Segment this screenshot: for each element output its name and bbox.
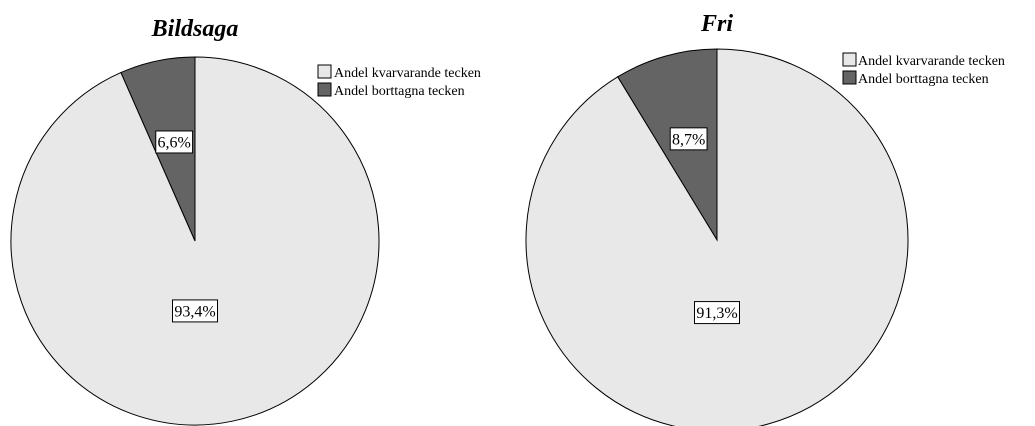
legend-swatch-borttagna — [317, 82, 332, 97]
pie-slice-borttagna — [617, 48, 718, 242]
pie-slices-fri — [525, 48, 909, 426]
data-label-box — [155, 130, 194, 154]
chart-bildsaga: Bildsaga 6,6% 93,4% Andel kvarvarande tec… — [10, 16, 481, 426]
legend-swatch-kvarvarande — [317, 64, 332, 79]
legend-fri: Andel kvarvarande tecken Andel borttagna… — [842, 52, 1005, 87]
legend-swatch-kvarvarande — [842, 52, 857, 67]
pie-slice-kvarvarande — [10, 56, 380, 426]
data-label-box — [669, 127, 708, 151]
pie-slice-kvarvarande — [525, 48, 909, 426]
legend-label-borttagna: Andel borttagna tecken — [858, 72, 989, 87]
legend-label-kvarvarande: Andel kvarvarande tecken — [858, 54, 1005, 69]
data-label-box — [694, 301, 740, 325]
legend-label-kvarvarande: Andel kvarvarande tecken — [334, 66, 481, 81]
legend-bildsaga: Andel kvarvarande tecken Andel borttagna… — [317, 64, 481, 99]
chart-title-fri: Fri — [700, 11, 733, 37]
chart-title-bildsaga: Bildsaga — [151, 16, 239, 42]
data-label-borttagna: 6,6% — [158, 134, 191, 151]
data-label-kvarvarande: 91,3% — [696, 305, 737, 322]
data-label-borttagna: 8,7% — [672, 131, 705, 148]
legend-swatch-borttagna — [842, 70, 857, 85]
data-labels-bildsaga: 6,6% 93,4% — [155, 130, 218, 323]
data-label-kvarvarande: 93,4% — [174, 303, 215, 320]
pie-slices-bildsaga — [10, 56, 380, 426]
data-label-box — [172, 299, 218, 323]
data-labels-fri: 8,7% 91,3% — [669, 127, 740, 325]
legend-label-borttagna: Andel borttagna tecken — [334, 84, 465, 99]
chart-fri: Fri 8,7% 91,3% Andel kvarvarande tecken A… — [525, 11, 1005, 426]
